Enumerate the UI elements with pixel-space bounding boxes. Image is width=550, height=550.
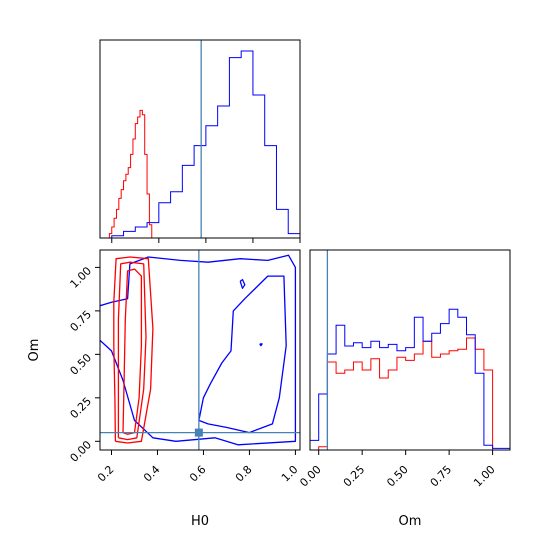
om-xtick-label-0: 0.00 [297, 463, 324, 490]
red-contour-0 [113, 256, 154, 444]
om-xtick-label-1: 0.25 [341, 463, 368, 490]
joint-contours [100, 250, 300, 450]
joint-ytick-label-2: 0.50 [68, 351, 95, 378]
joint-ytick-label-0: 0.00 [68, 438, 95, 465]
joint-ytick-label-3: 0.75 [68, 308, 95, 335]
x-axis-label-om: Om [399, 514, 422, 529]
h0-hist-frame [99, 39, 301, 239]
red-contour-1 [117, 261, 147, 441]
blue-contour-1 [198, 275, 287, 434]
joint-frame [99, 249, 301, 451]
red-contour-2 [122, 268, 143, 435]
blue-contour-0 [100, 254, 297, 446]
h0-hist-series-1 [100, 50, 301, 239]
om-histogram-panel: 0.00 0.25 0.50 0.75 1.00 [297, 249, 511, 490]
h0-histogram-panel [99, 39, 301, 243]
blue-contour-2 [239, 278, 246, 289]
om-hist-series-1 [309, 308, 511, 450]
om-xtick-label-2: 0.50 [384, 463, 411, 490]
h0-hist-series-0 [108, 109, 153, 238]
truth-marker [194, 428, 203, 437]
joint-ytick-label-1: 0.25 [68, 395, 95, 422]
x-axis-label-h0: H0 [191, 514, 209, 529]
joint-xtick-label-0: 0.2 [95, 463, 117, 485]
om-hist-frame [309, 249, 511, 451]
joint-xtick-label-2: 0.6 [187, 463, 209, 485]
joint-xtick-label-1: 0.4 [141, 463, 163, 485]
joint-contour-panel: 0.2 0.4 0.6 0.8 1.00.000.250.500.751.00 [68, 249, 301, 485]
joint-ytick-label-4: 1.00 [68, 264, 95, 291]
y-axis-label-om: Om [27, 339, 42, 362]
joint-xtick-label-3: 0.8 [233, 463, 255, 485]
om-xtick-label-3: 0.75 [428, 463, 455, 490]
blue-contour-3 [259, 343, 263, 347]
om-xtick-label-4: 1.00 [471, 463, 498, 490]
om-hist-series-0 [318, 337, 494, 450]
